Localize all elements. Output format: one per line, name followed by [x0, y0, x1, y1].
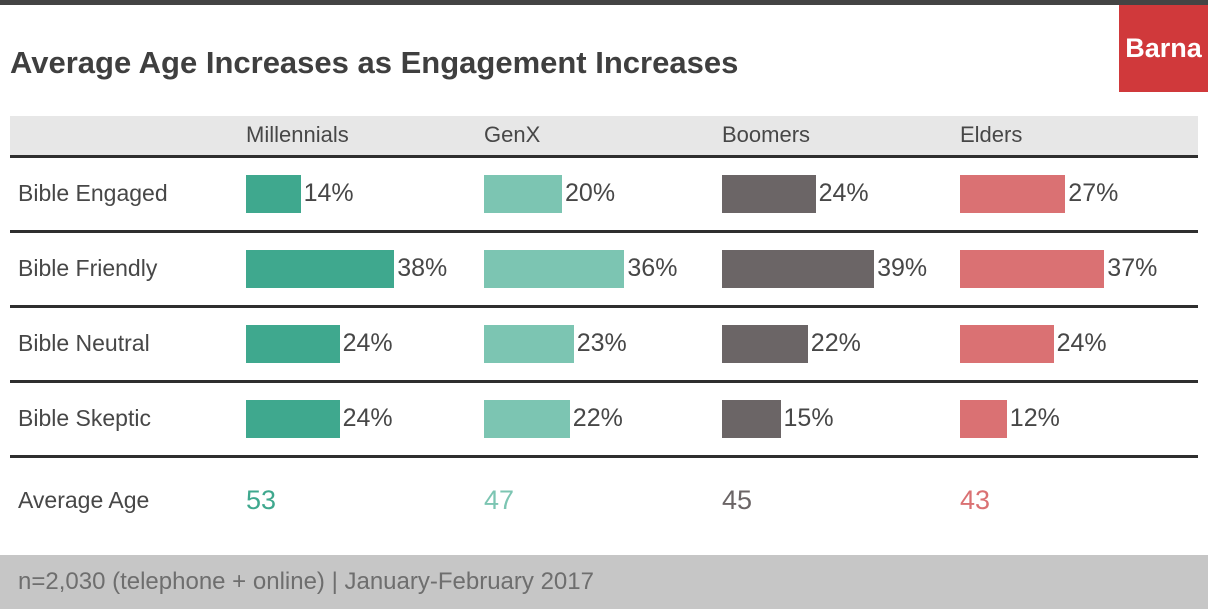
table-row-bible-engaged: Bible Engaged 14% 20% 24% 27% [10, 158, 1198, 233]
row-label: Bible Engaged [18, 180, 168, 207]
bar-value-label: 37% [1107, 254, 1158, 283]
bar-genx [484, 174, 562, 213]
chart-table: Millennials GenX Boomers Elders Bible En… [10, 115, 1198, 544]
top-accent-bar [0, 0, 1208, 5]
bar-value-label: 20% [565, 179, 616, 208]
column-header-elders: Elders [960, 122, 1023, 148]
bar-value-label: 22% [572, 404, 623, 433]
bar-value-label: 12% [1009, 404, 1060, 433]
bar-millennials [246, 324, 340, 363]
barna-logo: Barna [1119, 5, 1208, 92]
row-label: Bible Friendly [18, 255, 158, 282]
bar-elders [960, 324, 1054, 363]
bar-millennials [246, 399, 340, 438]
bar-value-label: 14% [303, 179, 354, 208]
bar-genx [484, 249, 625, 288]
average-age-boomers: 45 [722, 485, 753, 516]
column-header-genx: GenX [484, 122, 541, 148]
bar-millennials [246, 249, 395, 288]
bar-value-label: 24% [342, 404, 393, 433]
average-age-millennials: 53 [246, 485, 277, 516]
bar-cell: 22% [722, 324, 960, 363]
bar-cell: 24% [722, 174, 960, 213]
barna-logo-text: Barna [1125, 33, 1202, 63]
bar-value-label: 36% [627, 254, 678, 283]
bar-elders [960, 399, 1007, 438]
page-title: Average Age Increases as Engagement Incr… [10, 45, 739, 80]
bar-cell: 24% [960, 324, 1198, 363]
footnote-text: n=2,030 (telephone + online) | January-F… [18, 568, 594, 595]
bar-cell: 24% [246, 399, 484, 438]
bar-genx [484, 399, 570, 438]
bar-cell: 15% [722, 399, 960, 438]
bar-value-label: 22% [810, 329, 861, 358]
bar-cell: 12% [960, 399, 1198, 438]
bar-value-label: 23% [576, 329, 627, 358]
average-age-elders: 43 [960, 485, 991, 516]
bar-value-label: 27% [1068, 179, 1119, 208]
bar-elders [960, 174, 1066, 213]
bar-boomers [722, 324, 808, 363]
bar-cell: 39% [722, 249, 960, 288]
table-row-bible-neutral: Bible Neutral 24% 23% 22% 24% [10, 308, 1198, 383]
row-label: Bible Neutral [18, 330, 150, 357]
bar-value-label: 39% [877, 254, 928, 283]
bar-cell: 38% [246, 249, 484, 288]
bar-cell: 24% [246, 324, 484, 363]
summary-row-label: Average Age [18, 487, 150, 514]
column-header-millennials: Millennials [246, 122, 349, 148]
bar-boomers [722, 249, 875, 288]
bar-millennials [246, 174, 301, 213]
summary-row-average-age: Average Age 53 47 45 43 [10, 458, 1198, 544]
footnote-bar: n=2,030 (telephone + online) | January-F… [0, 555, 1208, 609]
bar-value-label: 24% [342, 329, 393, 358]
bar-boomers [722, 399, 781, 438]
bar-boomers [722, 174, 816, 213]
bar-cell: 27% [960, 174, 1198, 213]
average-age-genx: 47 [484, 485, 515, 516]
bar-value-label: 15% [783, 404, 834, 433]
bar-value-label: 24% [1056, 329, 1107, 358]
column-header-row: Millennials GenX Boomers Elders [10, 115, 1198, 158]
bar-value-label: 38% [397, 254, 448, 283]
bar-cell: 14% [246, 174, 484, 213]
bar-cell: 23% [484, 324, 722, 363]
bar-elders [960, 249, 1105, 288]
column-header-boomers: Boomers [722, 122, 811, 148]
bar-value-label: 24% [818, 179, 869, 208]
bar-genx [484, 324, 574, 363]
table-row-bible-friendly: Bible Friendly 38% 36% 39% 37% [10, 233, 1198, 308]
bar-cell: 20% [484, 174, 722, 213]
table-row-bible-skeptic: Bible Skeptic 24% 22% 15% 12% [10, 383, 1198, 458]
bar-cell: 22% [484, 399, 722, 438]
row-label: Bible Skeptic [18, 405, 151, 432]
bar-cell: 36% [484, 249, 722, 288]
bar-cell: 37% [960, 249, 1198, 288]
